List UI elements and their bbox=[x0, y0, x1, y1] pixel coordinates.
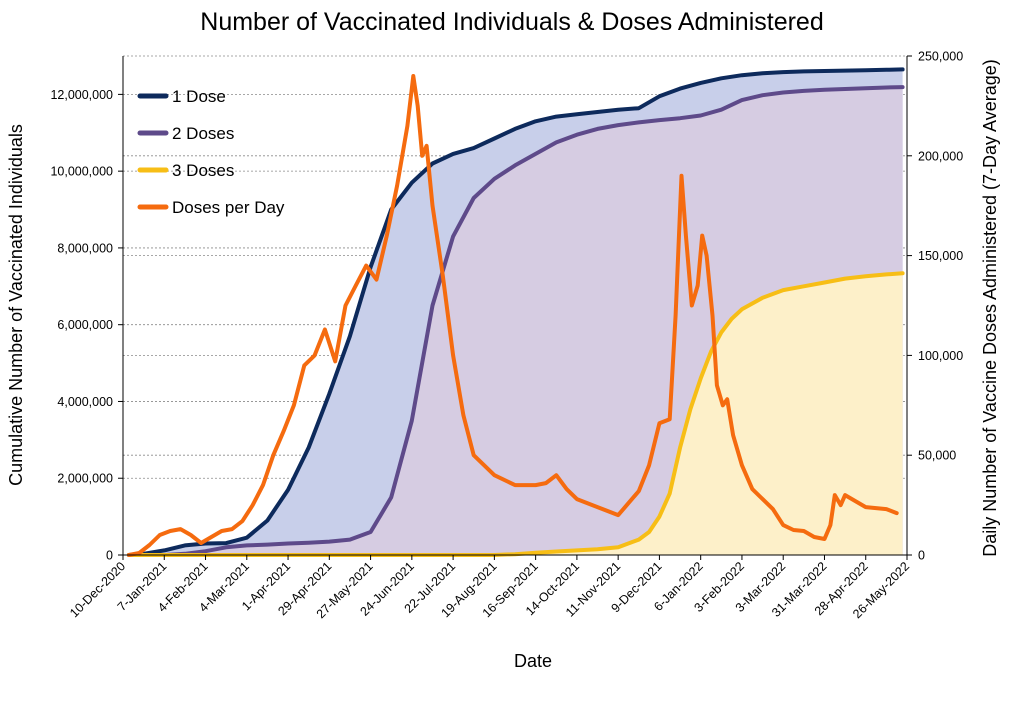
line-doses-per-day bbox=[126, 74, 899, 557]
line-2-doses bbox=[126, 85, 905, 557]
series-lines bbox=[126, 67, 905, 557]
y-tick-label: 4,000,000 bbox=[57, 395, 113, 409]
legend-label: 1 Dose bbox=[172, 87, 226, 106]
x-tick-label: 10-Dec-2020 bbox=[67, 559, 128, 620]
y2-axis-ticks: 0 50,000 100,000 150,000 200,000 250,000 bbox=[907, 50, 963, 563]
series-areas bbox=[128, 69, 903, 556]
legend-label: 3 Doses bbox=[172, 161, 234, 180]
y2-tick-label: 150,000 bbox=[918, 249, 963, 263]
area-3-doses bbox=[128, 273, 903, 555]
y2-tick-label: 200,000 bbox=[918, 149, 963, 163]
line-3-doses bbox=[126, 271, 905, 557]
y-tick-label: 0 bbox=[106, 549, 113, 563]
y2-tick-label: 0 bbox=[918, 549, 925, 563]
y-tick-label: 2,000,000 bbox=[57, 472, 113, 486]
chart-title: Number of Vaccinated Individuals & Doses… bbox=[200, 8, 824, 36]
x-axis-ticks: 10-Dec-20207-Jan-20214-Feb-20214-Mar-202… bbox=[67, 555, 912, 621]
legend-label: 2 Doses bbox=[172, 124, 234, 143]
y-tick-label: 10,000,000 bbox=[50, 165, 113, 179]
legend-label: Doses per Day bbox=[172, 198, 285, 217]
y-tick-label: 12,000,000 bbox=[50, 88, 113, 102]
y2-tick-label: 100,000 bbox=[918, 349, 963, 363]
axes bbox=[122, 56, 908, 556]
y-axis-ticks: 0 2,000,000 4,000,000 6,000,000 8,000,000 10,… bbox=[50, 88, 123, 563]
y-axis-title: Cumulative Number of Vaccinated Individu… bbox=[6, 124, 26, 486]
line-1-dose bbox=[126, 67, 905, 557]
y2-tick-label: 250,000 bbox=[918, 50, 963, 64]
y-tick-label: 8,000,000 bbox=[57, 241, 113, 255]
legend: 1 Dose 2 Doses 3 Doses Doses per Day bbox=[137, 87, 285, 217]
x-axis-title: Date bbox=[514, 651, 552, 671]
y2-axis-title: Daily Number of Vaccine Doses Administer… bbox=[980, 59, 1000, 557]
y-tick-label: 6,000,000 bbox=[57, 318, 113, 332]
y2-tick-label: 50,000 bbox=[918, 449, 956, 463]
